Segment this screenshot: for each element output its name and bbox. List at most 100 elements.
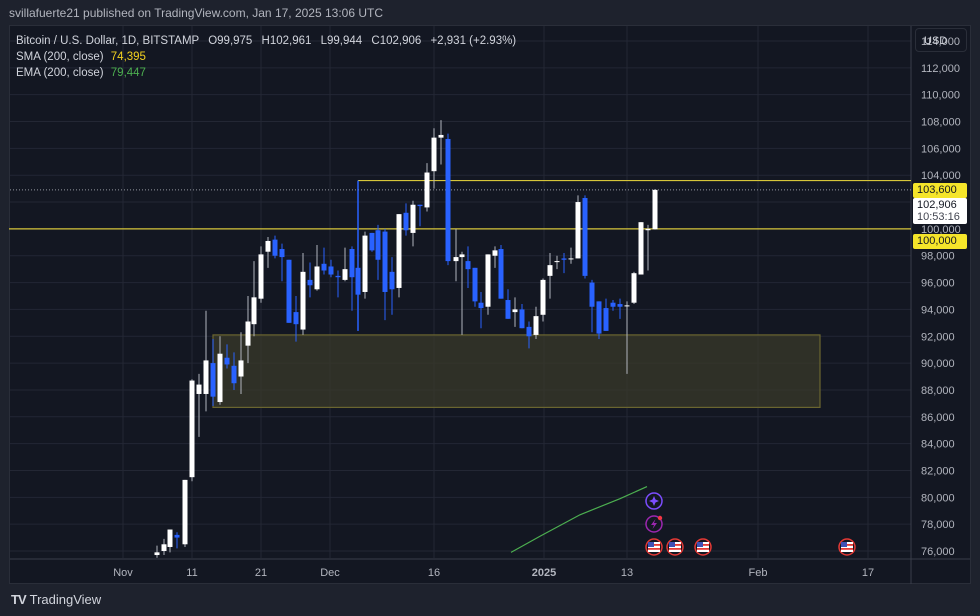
candle-bear[interactable] [505, 300, 511, 319]
candle-bull[interactable] [540, 279, 546, 315]
candle-bull[interactable] [238, 360, 244, 377]
candle-bear[interactable] [526, 326, 532, 337]
candle-bull[interactable] [533, 316, 539, 335]
ema-row[interactable]: EMA (200, close) 79,447 [16, 65, 516, 81]
current-price-tag: 102,906 10:53:16 [913, 198, 967, 224]
low-value: L99,944 [320, 35, 363, 47]
ema-line[interactable] [510, 486, 648, 553]
candle-bull[interactable] [554, 261, 560, 263]
candle-bull[interactable] [568, 258, 574, 260]
candle-bull[interactable] [512, 309, 518, 313]
candle-bull[interactable] [638, 222, 644, 275]
candle-bull[interactable] [245, 321, 251, 346]
candle-bear[interactable] [286, 259, 292, 323]
candle-bear[interactable] [224, 357, 230, 365]
y-tick-label: 108,000 [921, 117, 961, 129]
flag-canton [697, 542, 703, 547]
x-tick-label: 2025 [532, 567, 556, 579]
candle-bear[interactable] [498, 249, 504, 299]
candle-bear[interactable] [472, 267, 478, 302]
candle-bear[interactable] [445, 138, 451, 262]
candle-bull[interactable] [438, 134, 444, 138]
candle-bear[interactable] [617, 304, 623, 307]
sma-row[interactable]: SMA (200, close) 74,395 [16, 49, 516, 65]
candle-bear[interactable] [582, 198, 588, 276]
candle-bear[interactable] [375, 230, 381, 260]
candle-bull[interactable] [217, 353, 223, 403]
candle-bull[interactable] [485, 254, 491, 307]
candle-bull[interactable] [631, 273, 637, 303]
candle-bear[interactable] [328, 266, 334, 275]
change-value: +2,931 (+2.93%) [430, 35, 517, 47]
candle-bear[interactable] [382, 231, 388, 292]
candle-bull[interactable] [300, 271, 306, 330]
candle-bear[interactable] [321, 263, 327, 271]
y-tick-label: 100,000 [921, 224, 961, 236]
x-tick-label: Dec [320, 567, 340, 579]
candle-bear[interactable] [465, 261, 471, 270]
candle-bull[interactable] [424, 172, 430, 208]
candle-bear[interactable] [293, 312, 299, 325]
candle-bull[interactable] [161, 544, 167, 551]
candle-bull[interactable] [182, 479, 188, 545]
x-tick-label: 21 [255, 567, 267, 579]
footer-brand[interactable]: TV TradingView [11, 592, 101, 607]
bar-countdown: 10:53:16 [917, 211, 960, 223]
lightning-glyph [651, 519, 657, 529]
x-tick-label: 11 [186, 567, 197, 579]
candle-bear[interactable] [174, 534, 180, 538]
candle-bear[interactable] [355, 267, 361, 295]
candle-bear[interactable] [349, 249, 355, 278]
candle-bull[interactable] [203, 360, 209, 394]
candle-bull[interactable] [652, 189, 658, 230]
candle-bull[interactable] [342, 269, 348, 280]
candle-bear[interactable] [417, 204, 423, 207]
candle-bear[interactable] [279, 249, 285, 258]
y-tick-label: 78,000 [921, 519, 955, 531]
candle-bull[interactable] [251, 297, 257, 325]
candle-bear[interactable] [272, 239, 278, 256]
candle-bear[interactable] [610, 302, 616, 307]
candle-bull[interactable] [431, 137, 437, 172]
candle-bull[interactable] [196, 384, 202, 394]
candle-bull[interactable] [575, 202, 581, 259]
candle-bear[interactable] [210, 363, 216, 397]
candle-bear[interactable] [231, 365, 237, 384]
candle-bear[interactable] [369, 232, 375, 251]
candle-bull[interactable] [265, 240, 271, 252]
candle-bull[interactable] [189, 380, 195, 478]
y-tick-label: 104,000 [921, 170, 961, 182]
candle-bull[interactable] [492, 250, 498, 256]
candle-bull[interactable] [624, 305, 630, 307]
candle-bull[interactable] [459, 254, 465, 258]
symbol-row[interactable]: Bitcoin / U.S. Dollar, 1D, BITSTAMP O99,… [16, 33, 516, 49]
candle-bull[interactable] [314, 266, 320, 290]
candle-bear[interactable] [389, 271, 395, 290]
candle-bear[interactable] [561, 258, 567, 260]
candle-bull[interactable] [154, 552, 160, 556]
candle-bear[interactable] [403, 212, 409, 231]
ema-value: 79,447 [110, 67, 146, 79]
candle-bear[interactable] [307, 279, 313, 286]
candle-bull[interactable] [396, 214, 402, 288]
candle-bull[interactable] [167, 529, 173, 547]
candle-bear[interactable] [589, 282, 595, 307]
candle-bull[interactable] [410, 204, 416, 233]
high-value: H102,961 [261, 35, 312, 47]
y-tick-label: 110,000 [921, 90, 960, 102]
candle-bull[interactable] [258, 254, 264, 299]
x-tick-label: 16 [428, 567, 440, 579]
candle-bear[interactable] [335, 275, 341, 278]
candle-bull[interactable] [645, 228, 651, 231]
candle-bear[interactable] [478, 302, 484, 309]
candle-bull[interactable] [453, 257, 459, 262]
candle-bull[interactable] [547, 265, 553, 276]
candle-bear[interactable] [596, 301, 602, 334]
currency-button[interactable]: USD [915, 28, 967, 52]
candle-bear[interactable] [603, 308, 609, 331]
brand-name: TradingView [29, 592, 102, 607]
candle-bear[interactable] [519, 309, 525, 329]
candle-bull[interactable] [362, 235, 368, 292]
demand-zone-box[interactable] [212, 334, 821, 408]
